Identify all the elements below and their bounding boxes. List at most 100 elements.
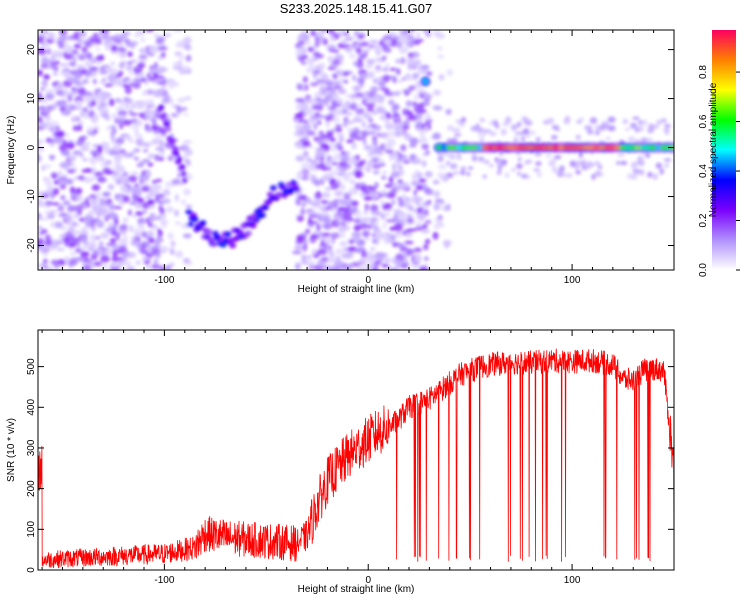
- y-tick-label: 200: [26, 480, 37, 497]
- heatmap-cell: [437, 164, 447, 170]
- heatmap-cell: [48, 209, 59, 214]
- heatmap-cell: [294, 141, 303, 148]
- heatmap-cell: [328, 255, 338, 263]
- heatmap-cell: [358, 72, 368, 80]
- heatmap-cell: [419, 132, 425, 139]
- heatmap-cell: [295, 155, 305, 162]
- heatmap-cell: [366, 217, 373, 221]
- heatmap-cell: [64, 178, 74, 185]
- heatmap-cell: [121, 84, 131, 88]
- heatmap-cell: [347, 246, 357, 253]
- heatmap-cell: [647, 171, 653, 178]
- heatmap-cell: [147, 98, 154, 103]
- heatmap-cell: [77, 54, 86, 61]
- heatmap-cell: [153, 258, 159, 264]
- heatmap-cell: [176, 155, 183, 162]
- heatmap-cell: [310, 30, 316, 37]
- heatmap-cell: [60, 110, 71, 116]
- heatmap-cell: [416, 213, 426, 220]
- heatmap-cell: [324, 186, 332, 191]
- heatmap-cell: [393, 103, 399, 111]
- heatmap-cell: [38, 154, 41, 162]
- heatmap-cell: [362, 230, 369, 238]
- heatmap-cell: [162, 94, 169, 101]
- heatmap-cell: [414, 169, 420, 173]
- heatmap-cell: [58, 144, 67, 152]
- heatmap-cell: [620, 160, 628, 166]
- heatmap-cell: [96, 105, 104, 111]
- heatmap-cell: [89, 66, 94, 74]
- heatmap-cell: [65, 141, 75, 150]
- heatmap-cell: [385, 63, 390, 68]
- heatmap-cell: [145, 171, 151, 177]
- heatmap-cell: [156, 178, 163, 183]
- heatmap-cell: [319, 83, 328, 87]
- heatmap-cell: [607, 125, 616, 132]
- heatmap-cell: [479, 138, 485, 143]
- heatmap-cell: [412, 40, 421, 46]
- heatmap-cell: [152, 72, 159, 77]
- heatmap-cell: [344, 70, 353, 75]
- heatmap-cell: [46, 185, 55, 192]
- heatmap-cell: [104, 45, 111, 51]
- heatmap-cell: [437, 172, 446, 178]
- heatmap-cell: [122, 119, 132, 126]
- heatmap-cell: [330, 93, 340, 101]
- heatmap-cell: [422, 223, 428, 228]
- heatmap-cell: [99, 30, 110, 34]
- heatmap-cell: [324, 237, 335, 244]
- heatmap-cell: [341, 253, 352, 259]
- heatmap-cell: [58, 177, 67, 181]
- heatmap-cell: [59, 161, 70, 169]
- heatmap-cell: [318, 37, 325, 45]
- heatmap-cell: [114, 218, 119, 226]
- heatmap-cell: [404, 231, 413, 238]
- heatmap-cell: [93, 261, 103, 267]
- heatmap-cell: [660, 118, 667, 124]
- heatmap-cell: [494, 157, 500, 163]
- heatmap-cell: [124, 152, 130, 158]
- heatmap-cell: [47, 266, 54, 270]
- heatmap-cell: [397, 179, 403, 184]
- heatmap-cell: [85, 264, 91, 270]
- heatmap-cell: [412, 115, 420, 119]
- heatmap-cell: [372, 169, 380, 175]
- heatmap-cell: [62, 200, 71, 206]
- heatmap-cell: [38, 107, 43, 111]
- heatmap-cell: [99, 69, 108, 75]
- heatmap-cell: [294, 113, 305, 118]
- heatmap-cell: [395, 266, 401, 270]
- heatmap-cell: [376, 255, 384, 262]
- heatmap-cell: [302, 244, 308, 252]
- heatmap-cell: [38, 69, 43, 77]
- heatmap-cell: [64, 53, 74, 60]
- heatmap-cell: [295, 198, 301, 206]
- heatmap-cell: [437, 215, 443, 220]
- heatmap-cell: [516, 163, 523, 170]
- heatmap-cell: [637, 120, 643, 125]
- heatmap-cell: [183, 258, 190, 262]
- heatmap-cell: [401, 157, 408, 162]
- colorbar-tick-label: 0.4: [698, 164, 709, 178]
- heatmap-cell: [335, 221, 342, 225]
- heatmap-cell: [432, 105, 443, 111]
- colorbar-tick-label: 0.8: [698, 65, 709, 79]
- heatmap-cell: [183, 36, 192, 44]
- heatmap-cell: [313, 56, 318, 62]
- heatmap-cell: [129, 125, 139, 129]
- heatmap-cell: [366, 71, 375, 79]
- heatmap-cell: [323, 134, 329, 139]
- y-tick-label: -20: [26, 238, 37, 253]
- heatmap-cell: [342, 225, 351, 231]
- heatmap-cell: [353, 218, 361, 224]
- heatmap-cell: [382, 67, 389, 72]
- heatmap-cell: [134, 201, 144, 209]
- heatmap-cell: [65, 36, 76, 41]
- heatmap-cell: [314, 33, 320, 38]
- heatmap-cell: [122, 195, 130, 203]
- heatmap-cell: [391, 188, 398, 194]
- heatmap-cell: [383, 143, 393, 150]
- heatmap-cell: [76, 242, 81, 247]
- heatmap-cell: [381, 263, 390, 268]
- heatmap-cell: [91, 203, 99, 208]
